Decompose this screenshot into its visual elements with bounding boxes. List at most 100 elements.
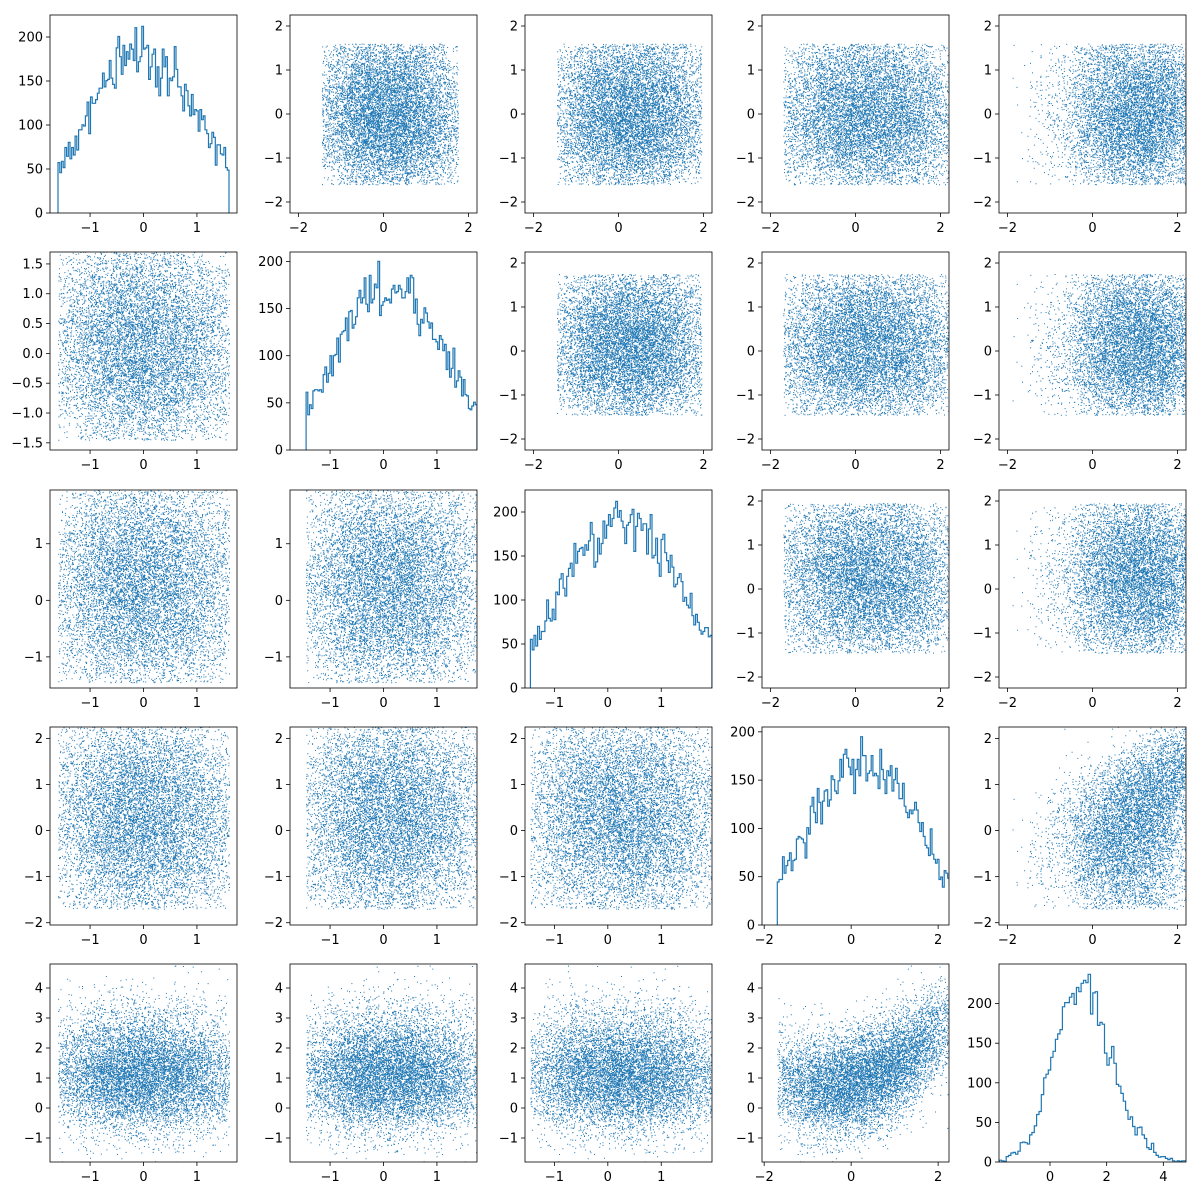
y-tick-label: −1 xyxy=(736,389,755,404)
y-tick-label: 0 xyxy=(35,1102,43,1117)
y-tick-label: 1 xyxy=(35,1072,43,1087)
y-tick-label: −2 xyxy=(736,671,755,686)
x-tick-label: 0 xyxy=(139,458,147,473)
y-tick-label: 100 xyxy=(493,594,518,609)
y-tick-label: 0 xyxy=(35,594,43,609)
y-tick-label: 0 xyxy=(747,919,755,934)
y-tick-label: 1 xyxy=(984,64,992,79)
x-tick-label: 0 xyxy=(604,696,612,711)
x-tick-label: 0 xyxy=(604,933,612,948)
x-tick-label: 1 xyxy=(193,933,201,948)
y-tick-label: −1.5 xyxy=(11,436,43,451)
y-tick-label: −1 xyxy=(499,152,518,167)
x-tick-label: 0 xyxy=(604,1170,612,1185)
y-tick-label: 0.0 xyxy=(22,347,43,362)
y-tick-label: 0 xyxy=(747,583,755,598)
x-tick-label: 0 xyxy=(1088,221,1096,236)
y-tick-label: 1 xyxy=(275,64,283,79)
x-tick-label: −1 xyxy=(545,933,564,948)
x-tick-label: −2 xyxy=(761,221,780,236)
y-tick-label: −2 xyxy=(24,916,43,931)
y-tick-label: 3 xyxy=(747,1012,755,1027)
y-tick-label: 0 xyxy=(510,108,518,123)
y-tick-label: −2 xyxy=(499,916,518,931)
x-tick-label: 2 xyxy=(1173,933,1181,948)
y-tick-label: 0 xyxy=(275,108,283,123)
y-tick-label: 1 xyxy=(275,778,283,793)
x-tick-label: −1 xyxy=(545,1170,564,1185)
x-tick-label: 2 xyxy=(936,696,944,711)
y-tick-label: 0 xyxy=(275,594,283,609)
y-tick-label: 0 xyxy=(275,1102,283,1117)
y-tick-label: 0 xyxy=(984,1156,992,1171)
x-tick-label: −2 xyxy=(524,221,543,236)
y-tick-label: 2 xyxy=(747,495,755,510)
x-tick-label: 1 xyxy=(657,1170,665,1185)
y-tick-label: −1 xyxy=(736,152,755,167)
y-tick-label: 2 xyxy=(510,20,518,35)
x-tick-label: −1 xyxy=(80,696,99,711)
x-tick-label: 1 xyxy=(193,696,201,711)
x-tick-label: 1 xyxy=(657,696,665,711)
y-tick-label: 150 xyxy=(18,75,43,90)
y-tick-label: −1 xyxy=(264,1132,283,1147)
y-tick-label: −1 xyxy=(24,650,43,665)
x-tick-label: 2 xyxy=(699,458,707,473)
x-tick-label: 0 xyxy=(379,1170,387,1185)
x-tick-label: 0 xyxy=(847,1170,855,1185)
y-tick-label: 200 xyxy=(967,997,992,1012)
y-tick-label: −2 xyxy=(973,433,992,448)
y-tick-label: 0.5 xyxy=(22,317,43,332)
y-tick-label: −2 xyxy=(973,671,992,686)
x-tick-label: 1 xyxy=(433,933,441,948)
x-tick-label: 2 xyxy=(464,221,472,236)
y-tick-label: 2 xyxy=(747,1042,755,1057)
y-tick-label: −1 xyxy=(499,389,518,404)
y-tick-label: 0 xyxy=(984,824,992,839)
y-tick-label: 1 xyxy=(984,778,992,793)
y-tick-label: 0 xyxy=(35,824,43,839)
y-tick-label: 150 xyxy=(967,1037,992,1052)
y-tick-label: 50 xyxy=(26,163,43,178)
y-tick-label: 2 xyxy=(984,495,992,510)
y-tick-label: 2 xyxy=(984,732,992,747)
y-tick-label: 100 xyxy=(730,822,755,837)
y-tick-label: 4 xyxy=(510,982,518,997)
y-tick-label: 0 xyxy=(510,1102,518,1117)
y-tick-label: −2 xyxy=(499,433,518,448)
y-tick-label: −1 xyxy=(973,627,992,642)
y-tick-label: 0 xyxy=(984,583,992,598)
x-tick-label: −1 xyxy=(320,458,339,473)
y-tick-label: 2 xyxy=(275,732,283,747)
x-tick-label: −2 xyxy=(761,458,780,473)
x-tick-label: 0 xyxy=(1046,1170,1054,1185)
x-tick-label: −1 xyxy=(320,696,339,711)
x-tick-label: 2 xyxy=(1103,1170,1111,1185)
x-tick-label: 0 xyxy=(1088,933,1096,948)
x-tick-label: −1 xyxy=(80,933,99,948)
y-tick-label: 3 xyxy=(35,1012,43,1027)
y-tick-label: 2 xyxy=(275,1042,283,1057)
x-tick-label: 2 xyxy=(699,221,707,236)
x-tick-label: 0 xyxy=(847,933,855,948)
x-tick-label: 0 xyxy=(379,696,387,711)
x-tick-label: −2 xyxy=(998,933,1017,948)
y-tick-label: 3 xyxy=(510,1012,518,1027)
y-tick-label: 2 xyxy=(35,1042,43,1057)
y-tick-label: 0 xyxy=(984,345,992,360)
y-tick-label: 0 xyxy=(747,108,755,123)
y-tick-label: −1 xyxy=(973,389,992,404)
y-tick-label: 1 xyxy=(747,64,755,79)
y-tick-label: 150 xyxy=(493,550,518,565)
y-tick-label: 2 xyxy=(510,732,518,747)
y-tick-label: 0 xyxy=(275,824,283,839)
x-tick-label: −2 xyxy=(289,221,308,236)
y-tick-label: 1 xyxy=(747,301,755,316)
x-tick-label: 2 xyxy=(934,1170,942,1185)
x-tick-label: 0 xyxy=(851,458,859,473)
x-tick-label: 2 xyxy=(1173,458,1181,473)
y-tick-label: 0 xyxy=(510,345,518,360)
y-tick-label: 200 xyxy=(258,255,283,270)
y-tick-label: 1 xyxy=(510,301,518,316)
x-tick-label: −1 xyxy=(320,933,339,948)
